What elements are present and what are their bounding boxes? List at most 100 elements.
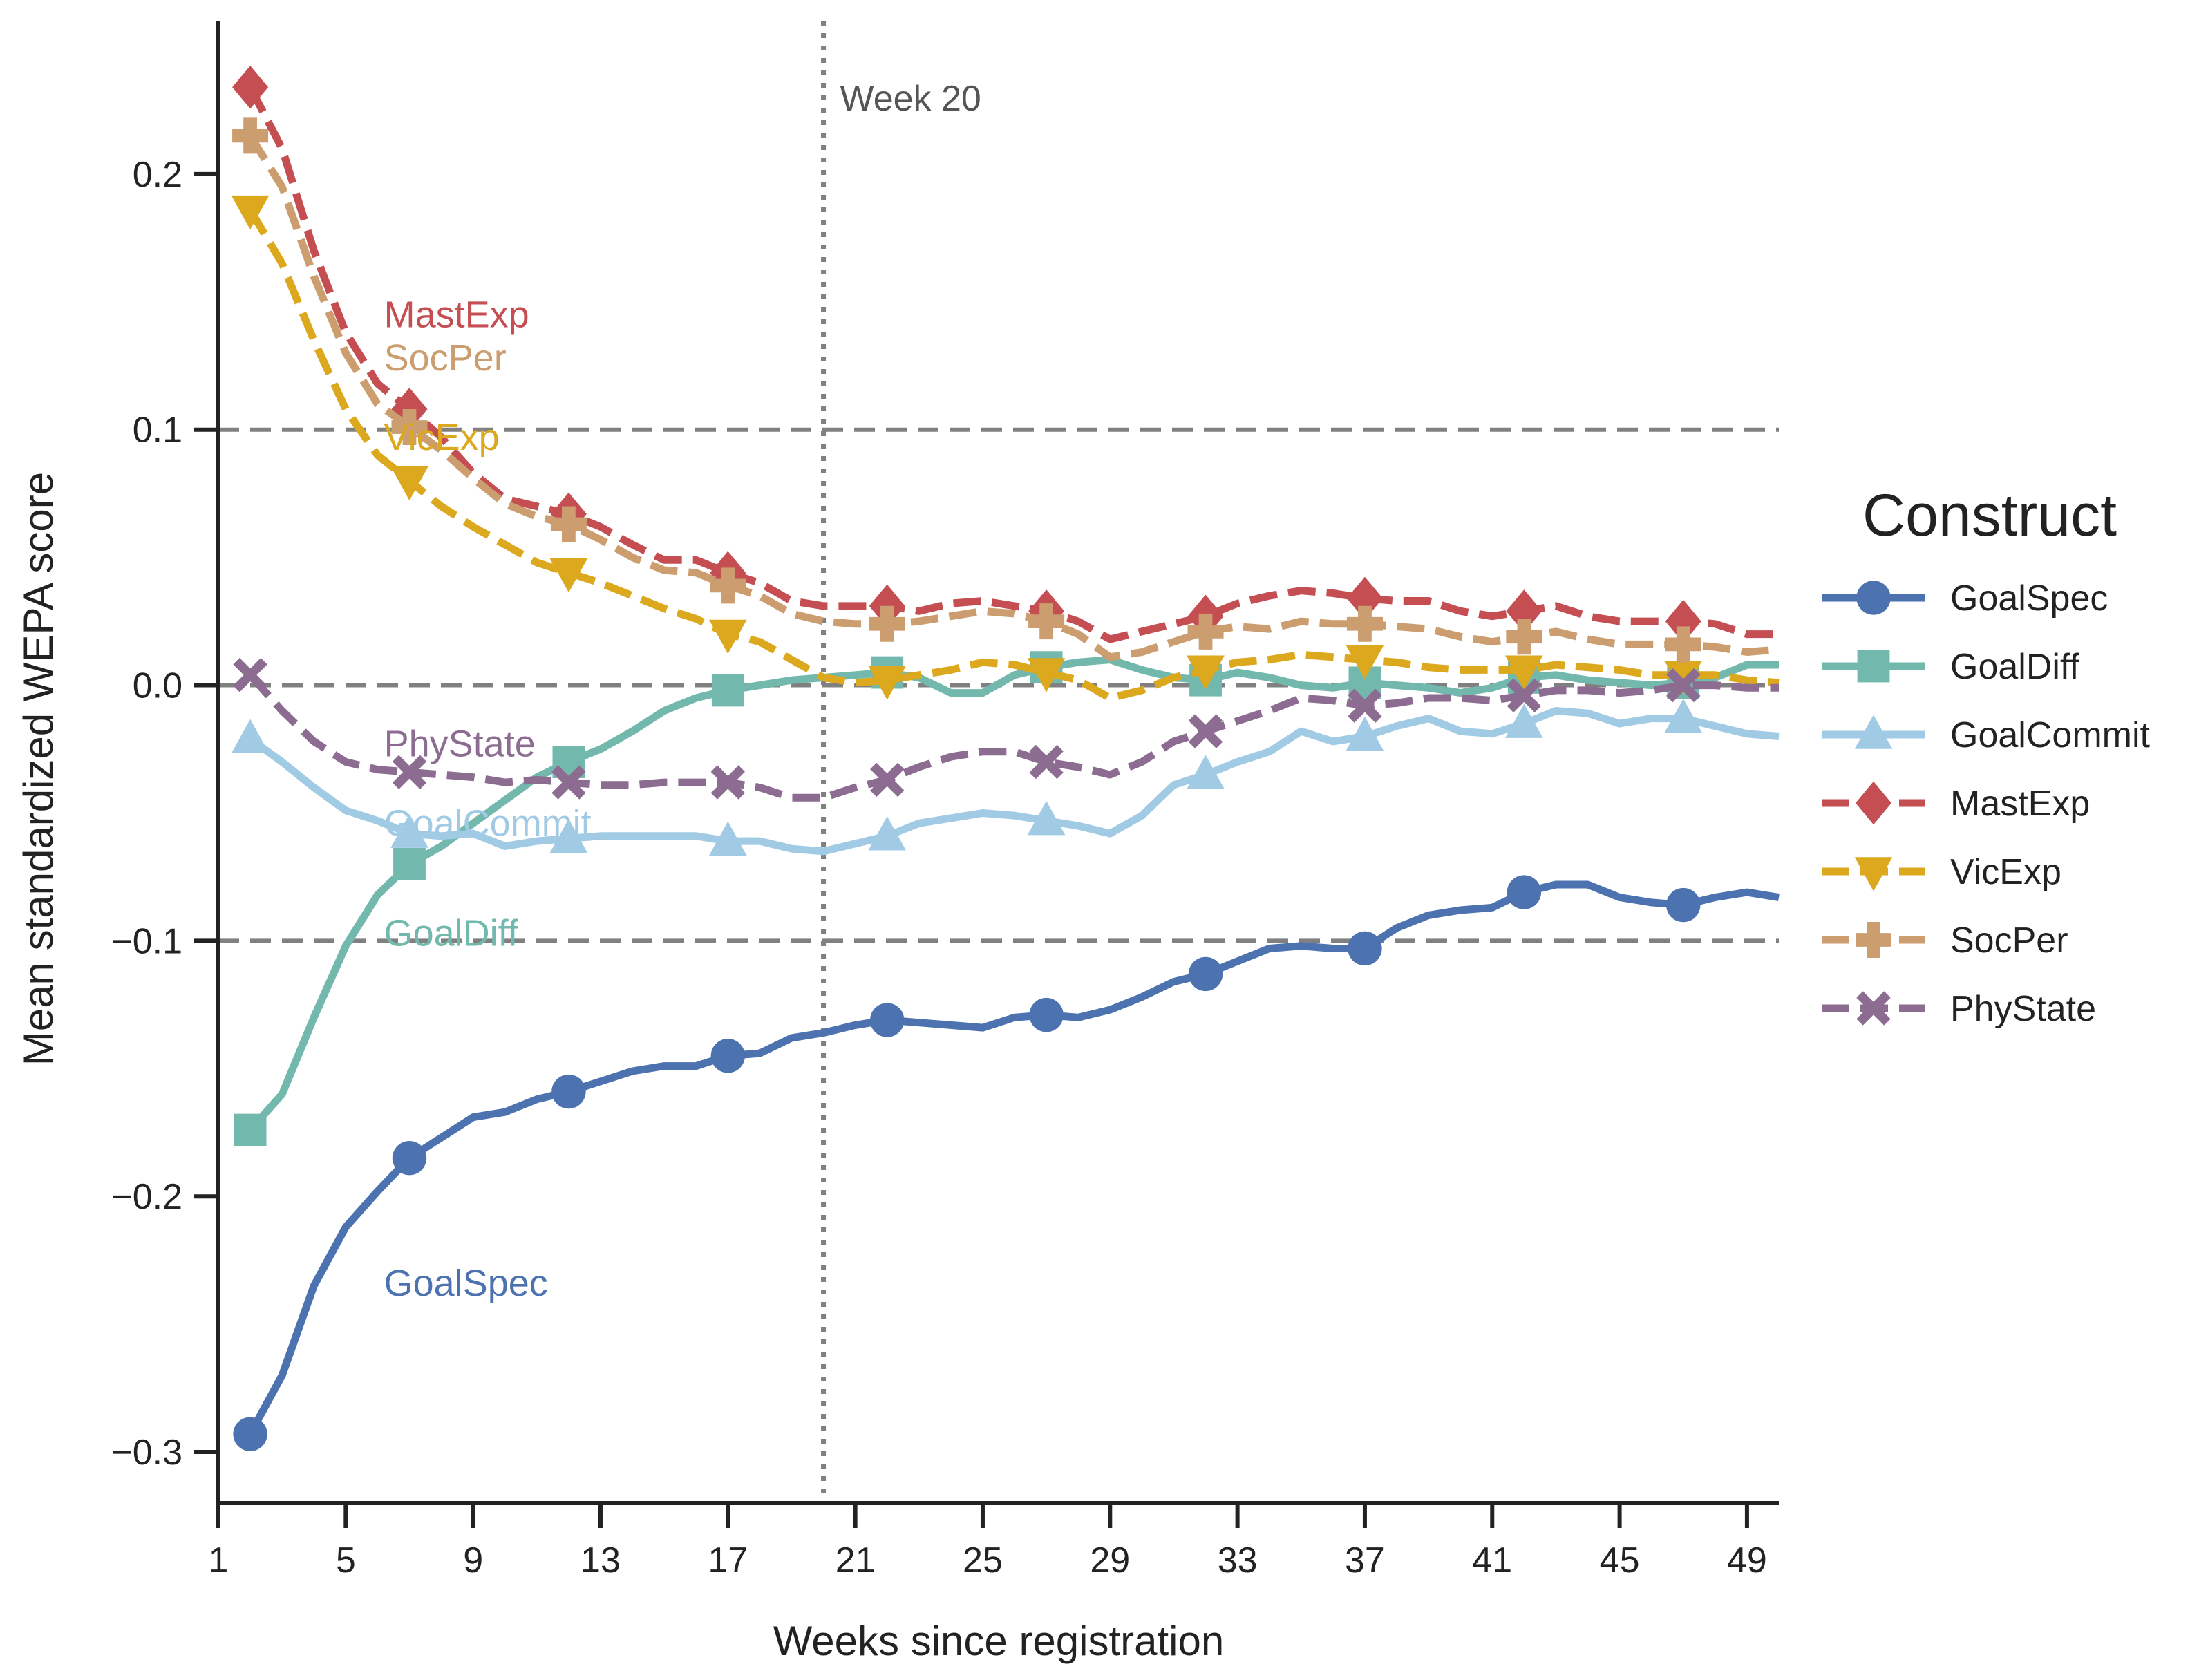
legend-marker-goalcommit (1854, 715, 1893, 749)
inline-label-goaldiff: GoalDiff (384, 912, 519, 954)
data-point-phystate-27 (1029, 744, 1064, 780)
legend-marker-vicexp (1854, 857, 1893, 891)
data-point-socper-32 (1187, 613, 1224, 650)
data-point-socper-42 (1506, 619, 1542, 655)
data-point-socper-17 (710, 567, 746, 604)
data-point-socper-47 (1665, 626, 1701, 663)
data-point-vicexp-27 (1027, 658, 1066, 692)
data-point-vicexp-37 (1346, 645, 1384, 680)
data-point-goalspec-7 (392, 1141, 427, 1176)
series-goalcommit (231, 699, 1780, 856)
week-marker: Week 20 (821, 21, 981, 1503)
data-point-mastexp-37 (1346, 576, 1383, 621)
data-point-vicexp-22 (868, 666, 907, 700)
data-point-goalcommit-17 (709, 821, 747, 856)
legend-label-goaldiff: GoalDiff (1950, 647, 2079, 687)
data-point-goalcommit-2 (231, 719, 270, 754)
axes: 1 5 9 13 17 21 25 29 33 37 41 45 49 −0.3 −0.2 −0.1 0.0 0… (111, 21, 1779, 1580)
week-20-annotation: Week 20 (840, 79, 981, 119)
data-point-goalcommit-42 (1505, 704, 1543, 738)
x-tick-label-9: 37 (1345, 1540, 1385, 1580)
x-axis-ticks: 1 5 9 13 17 21 25 29 33 37 41 45 49 (209, 1503, 1767, 1580)
x-tick-label-6: 25 (963, 1540, 1003, 1580)
legend-label-goalcommit: GoalCommit (1950, 715, 2150, 755)
data-point-vicexp-12 (549, 558, 588, 593)
data-point-goalcommit-32 (1187, 755, 1225, 789)
data-point-goalcommit-47 (1664, 699, 1703, 733)
data-point-goaldiff-17 (711, 674, 744, 707)
data-point-phystate-17 (710, 765, 746, 800)
x-tick-label-2: 9 (463, 1540, 483, 1580)
inline-label-vicexp: VicExp (384, 417, 500, 458)
data-point-goalspec-32 (1188, 956, 1223, 992)
inline-label-phystate: PhyState (384, 724, 536, 765)
data-point-socper-22 (869, 605, 905, 642)
data-point-socper-12 (550, 506, 587, 542)
data-point-mastexp-2 (232, 65, 269, 109)
inline-label-goalspec: GoalSpec (384, 1263, 548, 1304)
data-point-goalspec-17 (710, 1039, 746, 1073)
series-goalspec (233, 875, 1780, 1451)
legend-item-vicexp: VicExp (1822, 852, 2061, 892)
legend-item-socper: SocPer (1822, 921, 2068, 961)
x-tick-label-10: 41 (1472, 1540, 1512, 1580)
legend-marker-goalspec (1856, 581, 1891, 615)
legend-item-goaldiff: GoalDiff (1822, 647, 2079, 687)
data-point-goaldiff-2 (234, 1113, 267, 1146)
data-point-goalspec-42 (1507, 875, 1542, 909)
legend-marker-goaldiff (1857, 650, 1890, 683)
legend-label-vicexp: VicExp (1950, 852, 2061, 892)
data-point-mastexp-47 (1665, 599, 1701, 643)
series-line-socper (247, 133, 1780, 661)
x-tick-label-5: 21 (836, 1540, 876, 1580)
data-point-vicexp-42 (1505, 655, 1543, 690)
legend: Construct GoalSpec GoalDiff GoalCommit Mast… (1822, 482, 2150, 1029)
data-point-phystate-47 (1666, 668, 1701, 703)
data-point-socper-7 (391, 409, 428, 446)
series-line-goalspec (247, 880, 1780, 1436)
legend-item-mastexp: MastExp (1822, 781, 2090, 825)
y-tick-label-0: −0.3 (111, 1433, 182, 1473)
data-point-goalcommit-27 (1027, 800, 1066, 836)
data-point-socper-27 (1028, 603, 1065, 640)
legend-label-phystate: PhyState (1950, 989, 2096, 1029)
x-tick-label-12: 49 (1727, 1540, 1767, 1580)
legend-marker-phystate (1856, 991, 1891, 1026)
x-tick-label-7: 29 (1090, 1540, 1130, 1580)
y-tick-label-1: −0.2 (111, 1177, 182, 1217)
data-point-goalspec-47 (1666, 887, 1701, 923)
data-point-phystate-7 (392, 755, 427, 789)
data-point-phystate-37 (1348, 688, 1382, 723)
data-point-goalcommit-37 (1346, 716, 1384, 751)
data-point-socper-2 (232, 117, 269, 154)
data-point-vicexp-32 (1187, 655, 1225, 690)
data-point-socper-37 (1346, 605, 1383, 642)
inline-label-socper: SocPer (384, 337, 507, 379)
data-point-phystate-12 (551, 765, 586, 800)
data-point-vicexp-7 (390, 466, 428, 501)
legend-title: Construct (1862, 482, 2117, 549)
data-point-goalspec-22 (870, 1003, 905, 1037)
legend-marker-mastexp (1856, 781, 1891, 825)
data-point-vicexp-17 (709, 619, 747, 654)
data-point-phystate-22 (870, 762, 905, 797)
data-point-goalcommit-7 (390, 813, 428, 848)
y-tick-label-5: 0.2 (133, 155, 182, 195)
legend-item-goalspec: GoalSpec (1822, 578, 2108, 619)
data-point-goaldiff-7 (393, 848, 426, 880)
legend-item-goalcommit: GoalCommit (1822, 715, 2150, 755)
data-point-goalspec-37 (1348, 931, 1382, 966)
legend-item-phystate: PhyState (1822, 989, 2096, 1029)
data-point-phystate-2 (233, 658, 267, 692)
y-tick-label-4: 0.1 (133, 410, 182, 451)
data-point-phystate-32 (1188, 714, 1223, 748)
data-point-goalspec-27 (1029, 997, 1064, 1032)
data-point-goalcommit-12 (549, 818, 588, 853)
y-tick-label-3: 0.0 (133, 666, 182, 706)
data-point-goalspec-2 (233, 1417, 267, 1451)
x-tick-label-1: 5 (336, 1540, 356, 1580)
y-axis-title: Mean standardized WEPA score (15, 472, 62, 1066)
data-point-mastexp-42 (1506, 589, 1542, 633)
